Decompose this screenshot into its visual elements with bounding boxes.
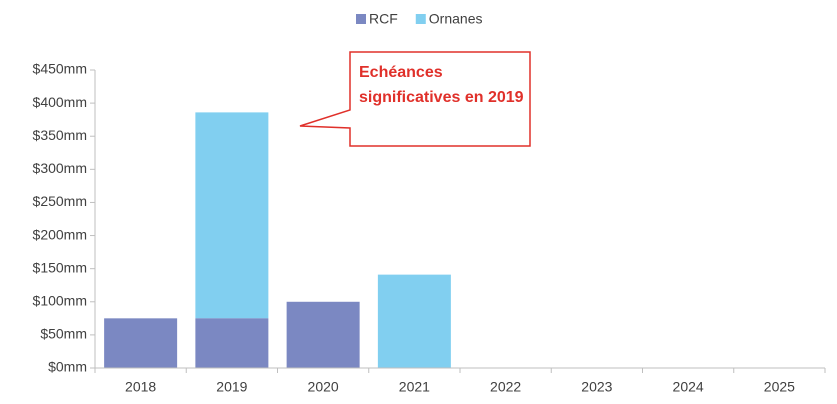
y-tick-label: $0mm: [48, 359, 87, 375]
legend-swatch: [356, 14, 366, 24]
y-tick-label: $300mm: [33, 160, 87, 176]
legend-swatch: [415, 14, 426, 24]
x-tick-label: 2024: [673, 379, 704, 395]
callout: Echéances significatives en 2019: [359, 64, 524, 106]
bar: [195, 112, 269, 319]
x-tick-label: 2018: [125, 379, 156, 395]
y-tick-label: $250mm: [33, 193, 87, 209]
y-tick-label: $450mm: [33, 61, 87, 77]
y-tick-label: $400mm: [33, 94, 87, 110]
callout-box: [299, 51, 531, 147]
x-tick-label: 2021: [399, 379, 430, 395]
bar: [286, 301, 360, 368]
x-tick-label: 2022: [490, 379, 521, 395]
x-tick-label: 2023: [581, 379, 612, 395]
x-tick-label: 2025: [764, 379, 795, 395]
y-tick-label: $350mm: [33, 127, 87, 143]
y-tick-label: $50mm: [40, 326, 87, 342]
bar: [195, 318, 269, 368]
y-tick-label: $150mm: [33, 259, 87, 275]
bar: [104, 318, 178, 368]
legend-label: RCF: [369, 11, 398, 27]
annotation: Echéances significatives en 2019: [359, 64, 524, 106]
bar: [377, 274, 451, 368]
x-tick-label: 2020: [308, 379, 339, 395]
x-tick-label: 2019: [216, 379, 247, 395]
y-tick-label: $100mm: [33, 292, 87, 308]
y-tick-label: $200mm: [33, 226, 87, 242]
legend-label: Ornanes: [429, 11, 483, 27]
